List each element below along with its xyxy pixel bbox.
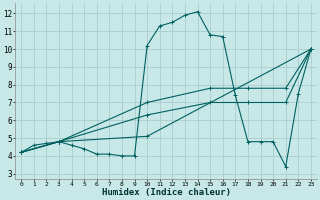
X-axis label: Humidex (Indice chaleur): Humidex (Indice chaleur)	[101, 188, 230, 197]
